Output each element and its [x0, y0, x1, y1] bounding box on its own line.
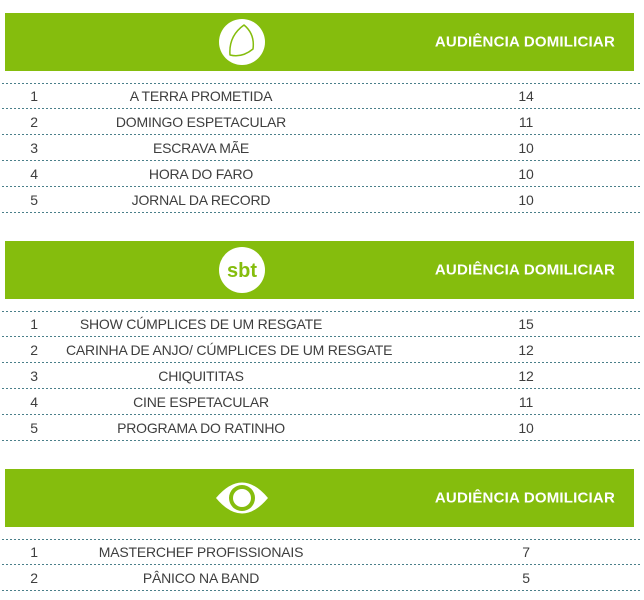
rank-cell: 1 [30, 544, 38, 560]
table-row: 5 JORNAL DA RECORD 10 [2, 187, 640, 213]
rank-cell: 5 [30, 420, 38, 436]
audience-value-cell: 11 [518, 394, 534, 410]
rank-cell: 1 [30, 316, 38, 332]
program-name-cell: ESCRAVA MÃE [152, 140, 250, 156]
sbt-header-bar: sbt AUDIÊNCIA DOMILICIAR [5, 241, 634, 299]
band-logo-icon [214, 475, 270, 521]
audience-value-cell: 12 [518, 368, 534, 384]
rank-cell: 4 [30, 166, 38, 182]
program-name-cell: CHIQUITITAS [158, 368, 244, 384]
rank-cell: 5 [30, 192, 38, 208]
table-row: 1 MASTERCHEF PROFISSIONAIS 7 [2, 539, 640, 565]
sbt-logo-text: sbt [227, 260, 257, 282]
audience-value-cell: 12 [518, 342, 534, 358]
table-row: 4 HORA DO FARO 10 [2, 161, 640, 187]
rank-cell: 3 [30, 140, 38, 156]
audience-value-cell: 10 [518, 140, 534, 156]
table-row: 4 CINE ESPETACULAR 11 [2, 389, 640, 415]
section-record: AUDIÊNCIA DOMILICIAR 1 A TERRA PROMETIDA… [0, 13, 644, 213]
program-name-cell: PROGRAMA DO RATINHO [117, 420, 285, 436]
table-row: 3 ESCRAVA MÃE 10 [2, 135, 640, 161]
audience-value-cell: 10 [518, 420, 534, 436]
program-name-cell: DOMINGO ESPETACULAR [115, 114, 287, 130]
rank-cell: 2 [30, 114, 38, 130]
program-name-cell: MASTERCHEF PROFISSIONAIS [98, 544, 304, 560]
table-row: 2 DOMINGO ESPETACULAR 11 [2, 109, 640, 135]
rank-cell: 2 [30, 570, 38, 586]
audience-value-cell: 15 [518, 316, 534, 332]
audience-value-cell: 14 [518, 88, 534, 104]
audience-value-cell: 10 [518, 166, 534, 182]
table-row: 2 CARINHA DE ANJO/ CÚMPLICES DE UM RESGA… [2, 337, 640, 363]
sbt-ranking-table: 1 SHOW CÚMPLICES DE UM RESGATE 15 2 CARI… [2, 311, 640, 441]
program-name-cell: JORNAL DA RECORD [131, 192, 271, 208]
program-name-cell: SHOW CÚMPLICES DE UM RESGATE [79, 316, 323, 332]
rank-cell: 1 [30, 88, 38, 104]
table-row: 5 PROGRAMA DO RATINHO 10 [2, 415, 640, 441]
rank-cell: 3 [30, 368, 38, 384]
audience-value-cell: 7 [522, 544, 530, 560]
program-name-cell: A TERRA PROMETIDA [129, 88, 273, 104]
program-name-cell: CINE ESPETACULAR [133, 394, 269, 410]
header-title: AUDIÊNCIA DOMILICIAR [434, 489, 615, 507]
audience-value-cell: 11 [518, 114, 534, 130]
table-row: 3 CHIQUITITAS 12 [2, 363, 640, 389]
record-ranking-table: 1 A TERRA PROMETIDA 14 2 DOMINGO ESPETAC… [2, 83, 640, 213]
rank-cell: 4 [30, 394, 38, 410]
table-row: 1 SHOW CÚMPLICES DE UM RESGATE 15 [2, 311, 640, 337]
header-title: AUDIÊNCIA DOMILICIAR [434, 33, 615, 51]
sbt-logo-icon: sbt [214, 247, 270, 293]
rank-cell: 2 [30, 342, 38, 358]
section-sbt: sbt AUDIÊNCIA DOMILICIAR 1 SHOW CÚMPLICE… [0, 241, 644, 441]
audience-value-cell: 10 [518, 192, 534, 208]
table-row: 2 PÂNICO NA BAND 5 [2, 565, 640, 591]
audience-value-cell: 5 [522, 570, 530, 586]
band-ranking-table: 1 MASTERCHEF PROFISSIONAIS 7 2 PÂNICO NA… [2, 539, 640, 591]
program-name-cell: PÂNICO NA BAND [142, 570, 260, 586]
band-header-bar: AUDIÊNCIA DOMILICIAR [5, 469, 634, 527]
table-row: 1 A TERRA PROMETIDA 14 [2, 83, 640, 109]
record-header-bar: AUDIÊNCIA DOMILICIAR [5, 13, 634, 71]
header-title: AUDIÊNCIA DOMILICIAR [434, 261, 615, 279]
program-name-cell: CARINHA DE ANJO/ CÚMPLICES DE UM RESGATE [66, 342, 393, 358]
program-name-cell: HORA DO FARO [148, 166, 254, 182]
section-band: AUDIÊNCIA DOMILICIAR 1 MASTERCHEF PROFIS… [0, 469, 644, 591]
record-logo-icon [214, 19, 270, 65]
